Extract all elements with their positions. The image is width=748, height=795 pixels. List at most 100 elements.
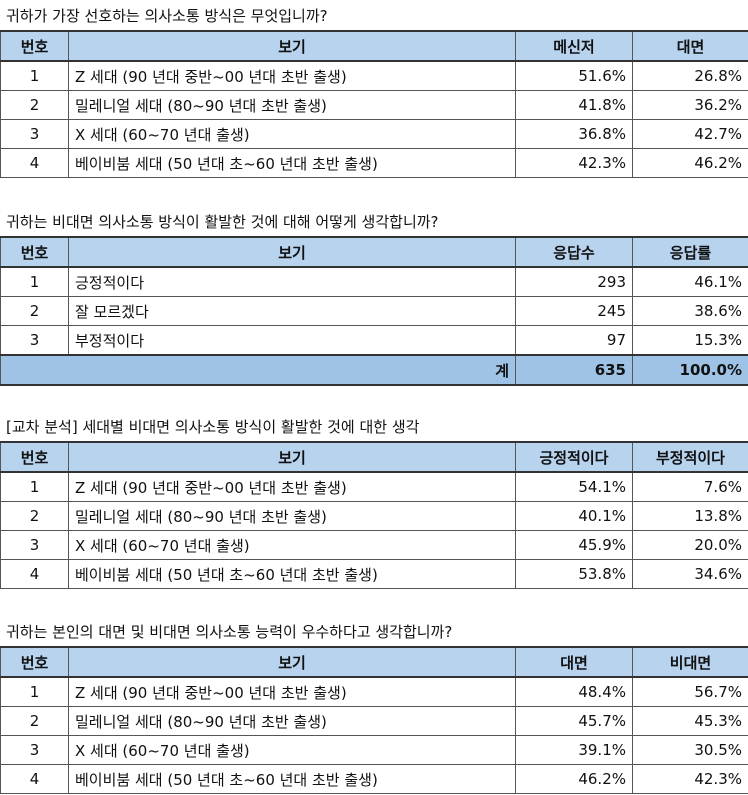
section-preferred-communication: 귀하가 가장 선호하는 의사소통 방식은 무엇입니까? 번호 보기 메신저 대면… bbox=[0, 2, 748, 178]
table-non-face-to-face-opinion: 번호 보기 응답수 응답률 1 긍정적이다 293 46.1% 2 잘 모르겠다… bbox=[0, 236, 748, 386]
row-number: 3 bbox=[0, 735, 69, 765]
col-header-non-face-to-face: 비대면 bbox=[632, 646, 748, 678]
table-row: 2 밀레니얼 세대 (80~90 년대 초반 출생) 41.8% 36.2% bbox=[0, 90, 748, 120]
col-header-messenger: 메신저 bbox=[515, 30, 633, 62]
col-header-option: 보기 bbox=[68, 441, 516, 473]
row-value: 245 bbox=[515, 296, 633, 326]
row-value: 42.3% bbox=[515, 148, 633, 178]
row-value: 13.8% bbox=[632, 501, 748, 531]
row-value: 30.5% bbox=[632, 735, 748, 765]
header-row: 번호 보기 대면 비대면 bbox=[0, 646, 748, 678]
row-value: 46.1% bbox=[632, 266, 748, 297]
col-header-option: 보기 bbox=[68, 236, 516, 268]
total-count: 635 bbox=[515, 354, 633, 386]
table-row: 4 베이비붐 세대 (50 년대 초~60 년대 초반 출생) 42.3% 46… bbox=[0, 148, 748, 178]
row-number: 4 bbox=[0, 764, 69, 794]
table-row: 3 부정적이다 97 15.3% bbox=[0, 325, 748, 356]
section-title: 귀하는 본인의 대면 및 비대면 의사소통 능력이 우수하다고 생각합니까? bbox=[6, 623, 453, 641]
total-row: 계 635 100.0% bbox=[0, 354, 748, 386]
row-value: 7.6% bbox=[632, 471, 748, 502]
col-header-number: 번호 bbox=[0, 236, 69, 268]
section-title: 귀하가 가장 선호하는 의사소통 방식은 무엇입니까? bbox=[6, 7, 328, 25]
row-value: 54.1% bbox=[515, 471, 633, 502]
row-value: 39.1% bbox=[515, 735, 633, 765]
row-number: 4 bbox=[0, 148, 69, 178]
col-header-response-rate: 응답률 bbox=[632, 236, 748, 268]
row-number: 3 bbox=[0, 119, 69, 149]
section-non-face-to-face-opinion: 귀하는 비대면 의사소통 방식이 활발한 것에 대해 어떻게 생각합니까? 번호… bbox=[0, 208, 748, 386]
total-rate: 100.0% bbox=[632, 354, 748, 386]
col-header-option: 보기 bbox=[68, 646, 516, 678]
row-option: 잘 모르겠다 bbox=[68, 296, 516, 326]
table-row: 3 X 세대 (60~70 년대 출생) 36.8% 42.7% bbox=[0, 119, 748, 149]
row-number: 2 bbox=[0, 501, 69, 531]
row-option: X 세대 (60~70 년대 출생) bbox=[68, 119, 516, 149]
row-value: 51.6% bbox=[515, 60, 633, 91]
table-row: 1 긍정적이다 293 46.1% bbox=[0, 266, 748, 297]
row-value: 36.2% bbox=[632, 90, 748, 120]
row-number: 3 bbox=[0, 530, 69, 560]
row-number: 4 bbox=[0, 559, 69, 589]
row-number: 1 bbox=[0, 676, 69, 707]
row-value: 48.4% bbox=[515, 676, 633, 707]
row-value: 34.6% bbox=[632, 559, 748, 589]
row-value: 26.8% bbox=[632, 60, 748, 91]
table-row: 1 Z 세대 (90 년대 중반~00 년대 초반 출생) 54.1% 7.6% bbox=[0, 471, 748, 502]
section-title: [교차 분석] 세대별 비대면 의사소통 방식이 활발한 것에 대한 생각 bbox=[6, 418, 420, 436]
row-option: Z 세대 (90 년대 중반~00 년대 초반 출생) bbox=[68, 676, 516, 707]
table-row: 3 X 세대 (60~70 년대 출생) 39.1% 30.5% bbox=[0, 735, 748, 765]
row-value: 41.8% bbox=[515, 90, 633, 120]
row-value: 46.2% bbox=[632, 148, 748, 178]
header-row: 번호 보기 메신저 대면 bbox=[0, 30, 748, 62]
table-row: 2 밀레니얼 세대 (80~90 년대 초반 출생) 45.7% 45.3% bbox=[0, 706, 748, 736]
header-row: 번호 보기 응답수 응답률 bbox=[0, 236, 748, 268]
row-value: 15.3% bbox=[632, 325, 748, 356]
row-value: 293 bbox=[515, 266, 633, 297]
col-header-number: 번호 bbox=[0, 30, 69, 62]
total-label: 계 bbox=[0, 354, 516, 386]
row-value: 53.8% bbox=[515, 559, 633, 589]
col-header-negative: 부정적이다 bbox=[632, 441, 748, 473]
col-header-number: 번호 bbox=[0, 646, 69, 678]
section-title: 귀하는 비대면 의사소통 방식이 활발한 것에 대해 어떻게 생각합니까? bbox=[6, 213, 439, 231]
row-option: X 세대 (60~70 년대 출생) bbox=[68, 530, 516, 560]
row-value: 42.3% bbox=[632, 764, 748, 794]
table-row: 1 Z 세대 (90 년대 중반~00 년대 초반 출생) 51.6% 26.8… bbox=[0, 60, 748, 91]
row-value: 40.1% bbox=[515, 501, 633, 531]
table-row: 4 베이비붐 세대 (50 년대 초~60 년대 초반 출생) 53.8% 34… bbox=[0, 559, 748, 589]
row-option: 밀레니얼 세대 (80~90 년대 초반 출생) bbox=[68, 501, 516, 531]
col-header-response-count: 응답수 bbox=[515, 236, 633, 268]
row-option: 밀레니얼 세대 (80~90 년대 초반 출생) bbox=[68, 90, 516, 120]
col-header-positive: 긍정적이다 bbox=[515, 441, 633, 473]
row-number: 2 bbox=[0, 296, 69, 326]
row-number: 1 bbox=[0, 471, 69, 502]
row-option: Z 세대 (90 년대 중반~00 년대 초반 출생) bbox=[68, 60, 516, 91]
header-row: 번호 보기 긍정적이다 부정적이다 bbox=[0, 441, 748, 473]
row-option: Z 세대 (90 년대 중반~00 년대 초반 출생) bbox=[68, 471, 516, 502]
table-communication-ability: 번호 보기 대면 비대면 1 Z 세대 (90 년대 중반~00 년대 초반 출… bbox=[0, 646, 748, 794]
section-communication-ability: 귀하는 본인의 대면 및 비대면 의사소통 능력이 우수하다고 생각합니까? 번… bbox=[0, 618, 748, 794]
row-value: 56.7% bbox=[632, 676, 748, 707]
row-option: 긍정적이다 bbox=[68, 266, 516, 297]
col-header-option: 보기 bbox=[68, 30, 516, 62]
col-header-face-to-face: 대면 bbox=[632, 30, 748, 62]
row-number: 2 bbox=[0, 90, 69, 120]
row-number: 1 bbox=[0, 266, 69, 297]
row-value: 45.3% bbox=[632, 706, 748, 736]
row-option: 부정적이다 bbox=[68, 325, 516, 356]
row-option: 베이비붐 세대 (50 년대 초~60 년대 초반 출생) bbox=[68, 148, 516, 178]
table-row: 3 X 세대 (60~70 년대 출생) 45.9% 20.0% bbox=[0, 530, 748, 560]
row-number: 3 bbox=[0, 325, 69, 356]
row-number: 2 bbox=[0, 706, 69, 736]
row-option: 밀레니얼 세대 (80~90 년대 초반 출생) bbox=[68, 706, 516, 736]
row-number: 1 bbox=[0, 60, 69, 91]
table-row: 2 밀레니얼 세대 (80~90 년대 초반 출생) 40.1% 13.8% bbox=[0, 501, 748, 531]
row-value: 38.6% bbox=[632, 296, 748, 326]
row-option: 베이비붐 세대 (50 년대 초~60 년대 초반 출생) bbox=[68, 559, 516, 589]
section-cross-analysis: [교차 분석] 세대별 비대면 의사소통 방식이 활발한 것에 대한 생각 번호… bbox=[0, 413, 748, 589]
col-header-number: 번호 bbox=[0, 441, 69, 473]
row-value: 97 bbox=[515, 325, 633, 356]
row-option: 베이비붐 세대 (50 년대 초~60 년대 초반 출생) bbox=[68, 764, 516, 794]
row-option: X 세대 (60~70 년대 출생) bbox=[68, 735, 516, 765]
table-row: 1 Z 세대 (90 년대 중반~00 년대 초반 출생) 48.4% 56.7… bbox=[0, 676, 748, 707]
